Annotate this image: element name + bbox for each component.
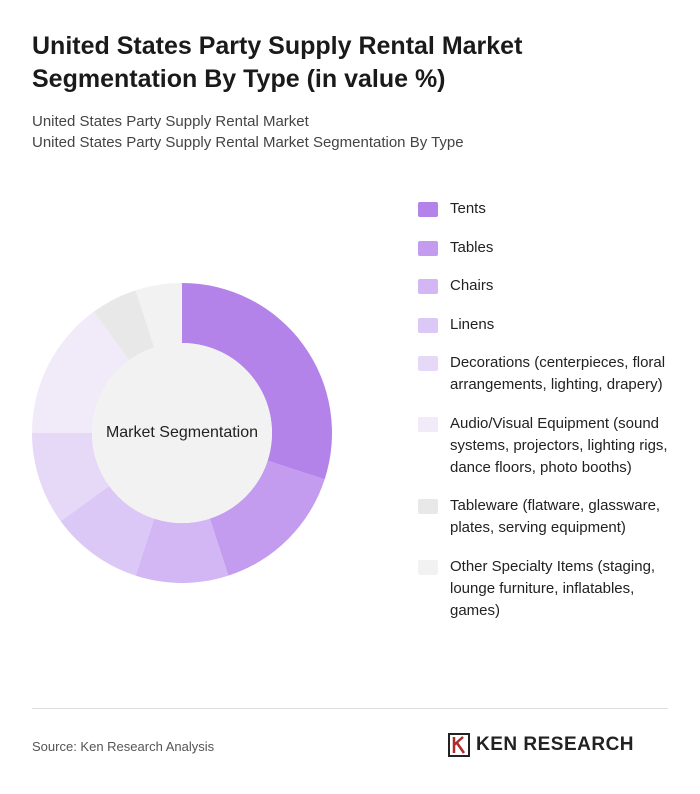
legend-item: Linens xyxy=(418,314,678,336)
legend-label: Audio/Visual Equipment (sound systems, p… xyxy=(450,414,668,476)
donut-hole xyxy=(92,343,272,523)
legend-swatch xyxy=(418,559,438,575)
donut-slice xyxy=(32,311,130,433)
donut-slice xyxy=(135,283,182,348)
legend-label: Decorations (centerpieces, floral arrang… xyxy=(450,354,666,393)
title: United States Party Supply Rental Market… xyxy=(32,32,523,93)
legend-item: Decorations (centerpieces, floral arrang… xyxy=(418,352,678,396)
legend-item: Other Specialty Items (staging, lounge f… xyxy=(418,556,678,622)
legend-swatch xyxy=(418,416,438,432)
legend-item: Tables xyxy=(418,237,678,259)
logo-text: KEN RESEARCH xyxy=(476,734,635,755)
legend-label: Linens xyxy=(450,315,495,333)
legend-label: Chairs xyxy=(450,277,494,294)
donut-chart: Market Segmentation xyxy=(32,283,332,583)
legend-label: Tables xyxy=(450,238,494,256)
subtitle: United States Party Supply Rental Market xyxy=(32,113,309,130)
legend: Tents Tables Chairs Linens Decorations (cent… xyxy=(418,198,678,622)
donut-slice xyxy=(93,290,155,361)
legend-label: Tents xyxy=(450,200,486,217)
logo-icon xyxy=(448,733,470,757)
legend-swatch xyxy=(418,240,438,256)
legend-swatch xyxy=(418,317,438,333)
legend-item: Chairs xyxy=(418,275,678,297)
donut-slice xyxy=(135,518,229,583)
legend-label: Other Specialty Items (staging, lounge f… xyxy=(450,557,656,619)
subtitle: United States Party Supply Rental Market… xyxy=(32,134,464,151)
legend-swatch xyxy=(418,499,438,514)
legend-swatch xyxy=(418,356,438,371)
donut-slice xyxy=(32,433,110,522)
legend-swatch xyxy=(418,279,438,294)
legend-item: Tableware (flatware, glassware, plates, … xyxy=(418,495,678,539)
divider xyxy=(32,708,668,709)
donut-slice xyxy=(60,485,155,576)
donut-slice xyxy=(182,283,332,480)
legend-label: Tableware (flatware, glassware, plates, … xyxy=(450,497,661,536)
legend-swatch xyxy=(418,202,438,217)
source: Source: Ken Research Analysis xyxy=(32,739,215,754)
legend-item: Tents xyxy=(418,198,678,220)
center-label: Market Segmentation xyxy=(106,424,258,441)
legend-item: Audio/Visual Equipment (sound systems, p… xyxy=(418,413,678,479)
logo: KEN RESEARCH xyxy=(448,733,634,757)
donut-slice xyxy=(209,460,325,576)
